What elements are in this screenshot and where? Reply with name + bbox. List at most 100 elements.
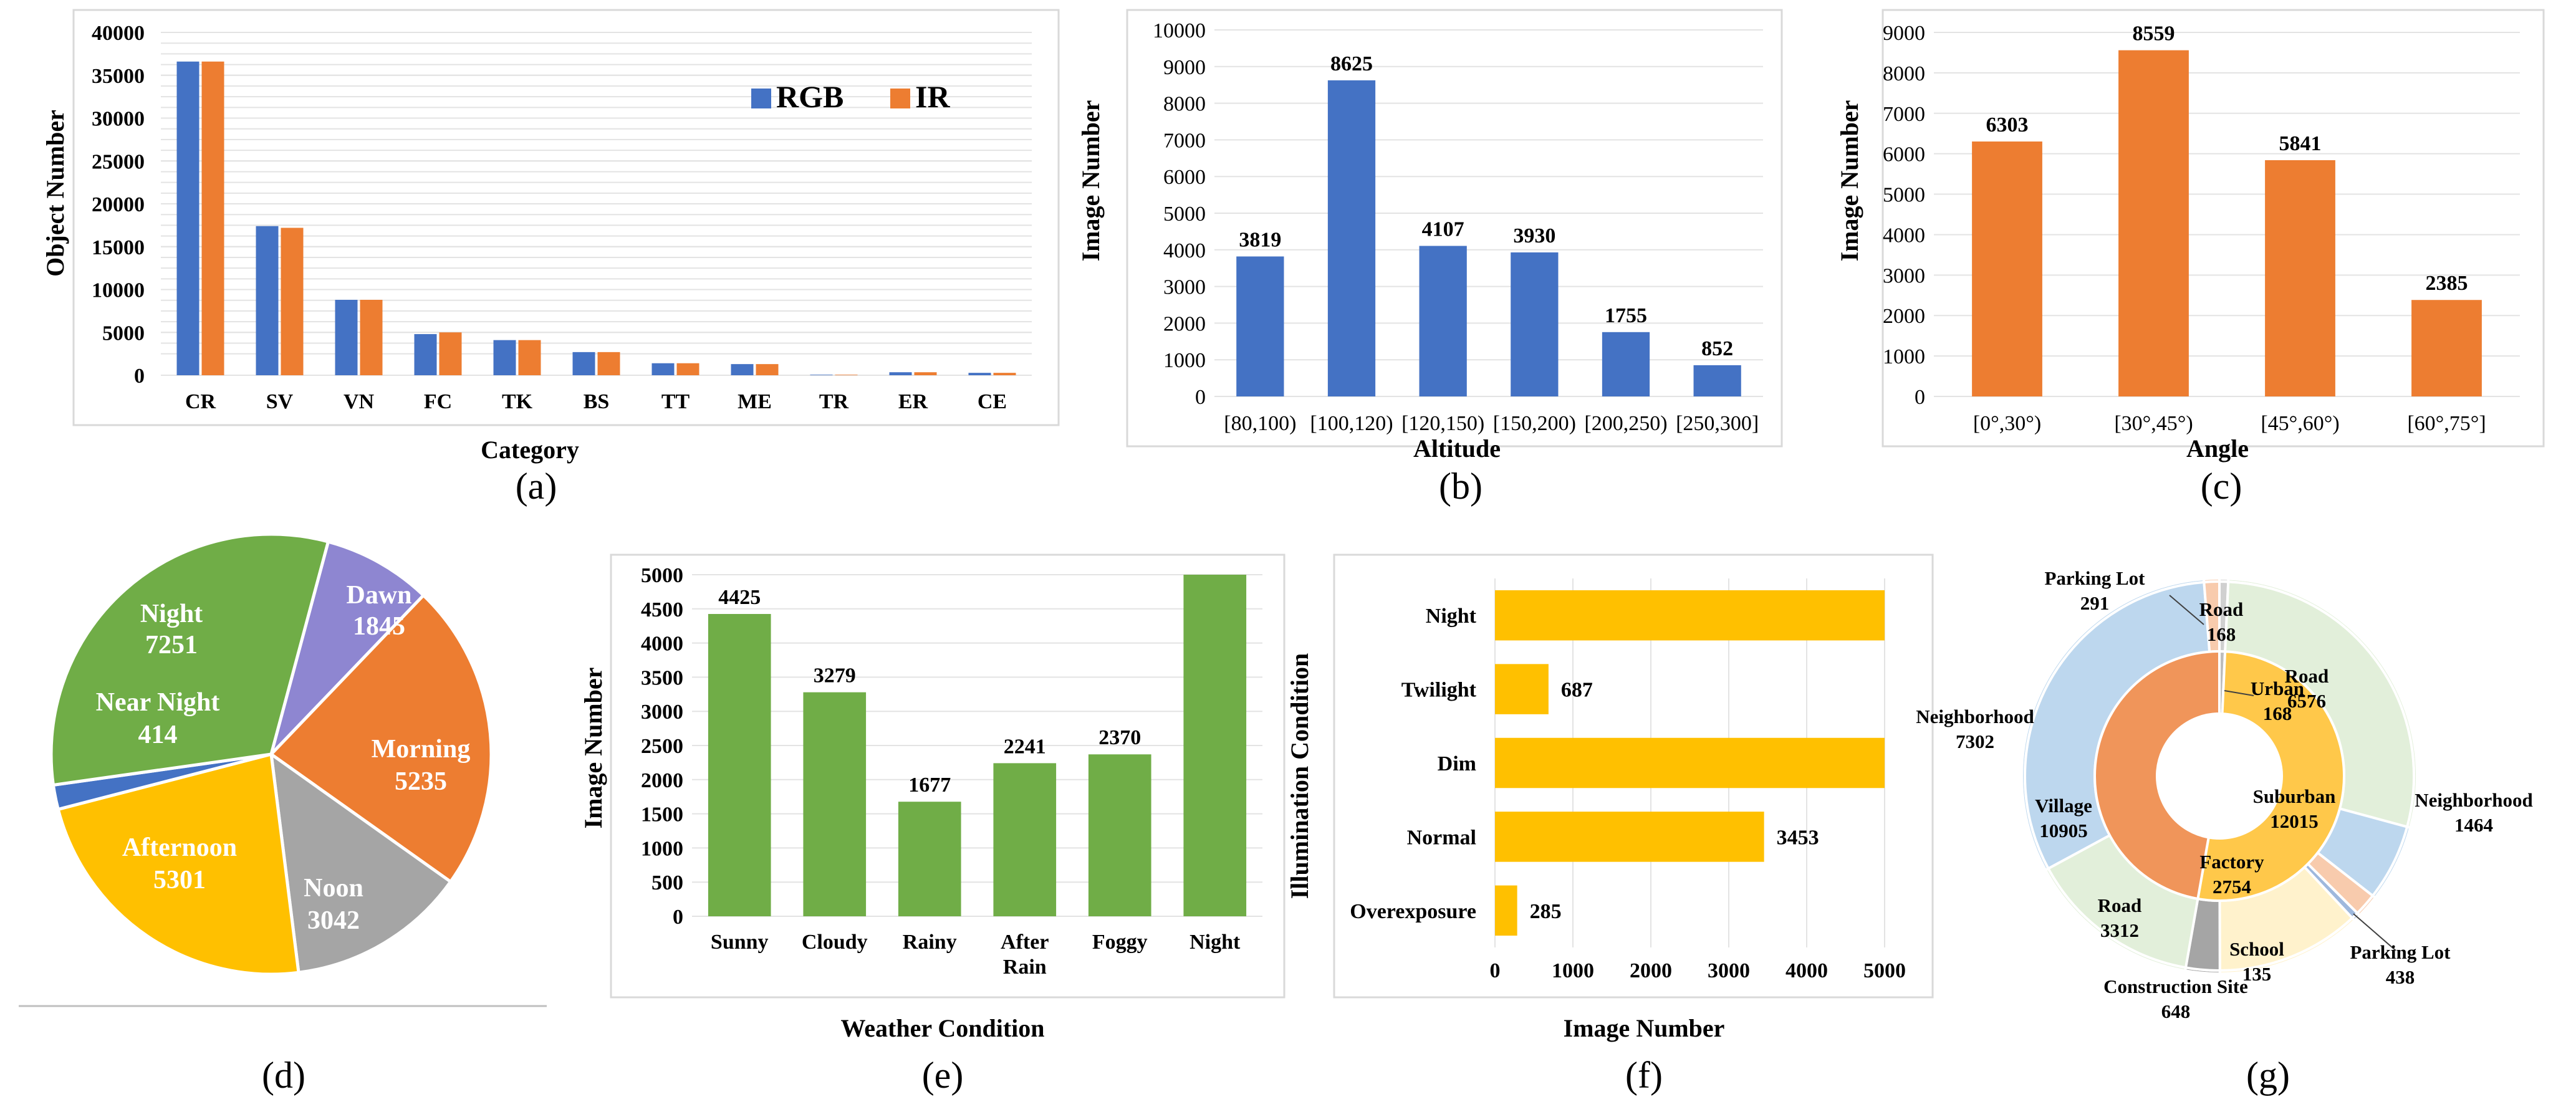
bar-overexposure bbox=[1495, 885, 1517, 936]
donut-road-right-value: 6576 bbox=[2287, 690, 2326, 712]
x-tick-rainy: Rainy bbox=[903, 931, 957, 954]
pie-label-noon-name: Noon bbox=[304, 874, 363, 903]
bar-rgb-sv bbox=[256, 226, 279, 375]
data-label-100-120: 8625 bbox=[1330, 52, 1373, 75]
y-tick-0: 0 bbox=[1915, 386, 1925, 409]
leader-parking-lot-right bbox=[2353, 913, 2396, 951]
y-tick-2000: 2000 bbox=[1163, 312, 1206, 335]
donut-village-name: Village bbox=[2035, 795, 2092, 817]
x-tick-100-120: [100,120) bbox=[1310, 412, 1393, 435]
x-tick-60-75: [60°,75°] bbox=[2407, 412, 2486, 435]
y-tick-0: 0 bbox=[1195, 386, 1206, 409]
donut-parking-lot-right-name: Parking Lot bbox=[2350, 941, 2451, 963]
panel-b-caption: (b) bbox=[1439, 466, 1483, 507]
legend-rgb-swatch bbox=[751, 89, 771, 108]
y-tick-4000: 4000 bbox=[1163, 239, 1206, 262]
y-tick-3000: 3000 bbox=[1883, 264, 1925, 287]
y-tick-3000: 3000 bbox=[641, 701, 683, 724]
pie-label-dawn-value: 1845 bbox=[353, 612, 405, 641]
y-tick-1500: 1500 bbox=[641, 803, 683, 827]
y-tick-30000: 30000 bbox=[92, 108, 145, 131]
x-tick-3000: 3000 bbox=[1708, 959, 1750, 982]
bar-ir-er bbox=[914, 372, 937, 375]
pie-slice-noon bbox=[269, 750, 453, 975]
x-tick-er: ER bbox=[898, 390, 928, 413]
y-tick-3000: 3000 bbox=[1163, 276, 1206, 299]
bar-ir-me bbox=[756, 364, 779, 375]
panel-f-caption: (f) bbox=[1625, 1055, 1663, 1096]
y-tick-1000: 1000 bbox=[1163, 349, 1206, 372]
data-label-twilight: 687 bbox=[1561, 679, 1593, 702]
panel-e-ylabel: Image Number bbox=[579, 668, 607, 829]
y-tick-10000: 10000 bbox=[92, 279, 145, 302]
y-tick-2000: 2000 bbox=[1883, 305, 1925, 328]
pie-label-dawn-name: Dawn bbox=[346, 581, 411, 610]
x-tick-me: ME bbox=[738, 390, 772, 413]
y-tick-9000: 9000 bbox=[1883, 22, 1925, 45]
bar-30-45 bbox=[2118, 50, 2189, 397]
pie-label-morning-value: 5235 bbox=[395, 767, 447, 796]
y-tick-35000: 35000 bbox=[92, 65, 145, 88]
x-tick-120-150: [120,150) bbox=[1401, 412, 1484, 435]
legend-rgb-label: RGB bbox=[776, 79, 843, 114]
x-tick-45-60: [45°,60°) bbox=[2261, 412, 2339, 435]
x-tick-cloudy: Cloudy bbox=[802, 931, 868, 954]
data-label-250-300: 852 bbox=[1701, 337, 1733, 360]
x-tick-200-250: [200,250) bbox=[1584, 412, 1667, 435]
x-tick-0-30: [0°,30°) bbox=[1973, 412, 2041, 435]
y-tick-5000: 5000 bbox=[1883, 184, 1925, 207]
y-tick-6000: 6000 bbox=[1883, 143, 1925, 166]
x-tick-night: Night bbox=[1189, 931, 1241, 954]
y-tick-twilight: Twilight bbox=[1401, 679, 1477, 702]
donut-urban-value: 168 bbox=[2263, 702, 2292, 724]
y-tick-5000: 5000 bbox=[102, 322, 145, 345]
donut-parking-lot-left-value: 291 bbox=[2080, 592, 2110, 614]
panel-a: 0 5000 10000 15000 20000 25000 30000 35000 40000… bbox=[41, 9, 1060, 507]
bar-rgb-vn bbox=[335, 300, 358, 375]
x-tick-ce: CE bbox=[978, 390, 1007, 413]
bar-rgb-tk bbox=[493, 340, 516, 375]
panel-g: Parking Lot 291 Road 168 Road 6576 Neigh… bbox=[1916, 567, 2532, 1096]
bar-0-30 bbox=[1972, 141, 2042, 396]
bar-ir-vn bbox=[360, 300, 383, 375]
donut-factory-name: Factory bbox=[2199, 851, 2264, 873]
x-tick-sv: SV bbox=[266, 390, 294, 413]
y-tick-dim: Dim bbox=[1438, 752, 1476, 775]
leader-road-top bbox=[2169, 595, 2204, 625]
pie-label-night-name: Night bbox=[140, 600, 203, 628]
x-tick-80-100: [80,100) bbox=[1224, 412, 1296, 435]
x-tick-sunny: Sunny bbox=[711, 931, 769, 954]
y-tick-8000: 8000 bbox=[1883, 62, 1925, 85]
bar-150-200 bbox=[1511, 252, 1559, 396]
y-tick-15000: 15000 bbox=[92, 236, 145, 259]
pie-slice-night bbox=[49, 532, 330, 787]
bar-120-150 bbox=[1419, 246, 1467, 396]
y-tick-normal: Normal bbox=[1407, 826, 1476, 849]
x-tick-tt: TT bbox=[661, 390, 690, 413]
x-tick-0: 0 bbox=[1490, 959, 1501, 982]
data-label-80-100: 3819 bbox=[1239, 228, 1281, 251]
x-tick-250-300: [250,300] bbox=[1676, 412, 1759, 435]
y-tick-3500: 3500 bbox=[641, 666, 683, 689]
donut-parking-lot-right-value: 438 bbox=[2386, 966, 2415, 988]
donut-urban-name: Urban bbox=[2251, 678, 2304, 699]
panel-a-caption: (a) bbox=[516, 466, 557, 507]
x-tick-cr: CR bbox=[185, 390, 216, 413]
x-tick-tk: TK bbox=[502, 390, 533, 413]
data-label-overexposure: 285 bbox=[1530, 900, 1562, 923]
pie-label-noon-value: 3042 bbox=[307, 906, 360, 935]
data-label-foggy: 2370 bbox=[1098, 726, 1141, 749]
y-tick-0: 0 bbox=[673, 906, 683, 929]
y-tick-night: Night bbox=[1426, 605, 1477, 628]
y-tick-overexposure: Overexposure bbox=[1350, 900, 1476, 923]
data-label-after-rain: 2241 bbox=[1004, 735, 1046, 758]
donut-suburban-name: Suburban bbox=[2253, 785, 2336, 807]
bar-normal bbox=[1495, 812, 1764, 862]
panel-d-caption: (d) bbox=[262, 1055, 305, 1096]
donut-neighborhood-right-name: Neighborhood bbox=[2415, 789, 2532, 811]
bar-night bbox=[1183, 575, 1247, 916]
panel-a-frame bbox=[72, 9, 1060, 426]
y-tick-5000: 5000 bbox=[641, 564, 683, 587]
data-label-120-150: 4107 bbox=[1422, 218, 1464, 241]
y-tick-4500: 4500 bbox=[641, 598, 683, 621]
